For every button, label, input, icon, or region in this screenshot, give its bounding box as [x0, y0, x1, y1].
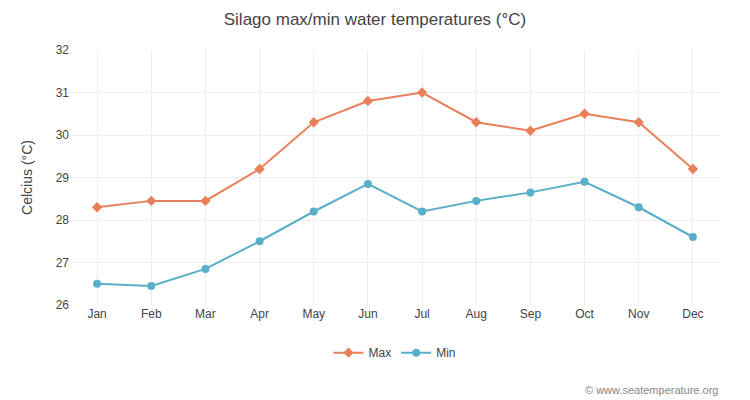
svg-text:Feb: Feb — [141, 307, 162, 321]
svg-text:Celcius (°C): Celcius (°C) — [19, 140, 35, 215]
svg-text:Dec: Dec — [682, 307, 703, 321]
svg-text:31: 31 — [56, 86, 70, 100]
svg-text:Oct: Oct — [575, 307, 594, 321]
svg-text:Aug: Aug — [466, 307, 487, 321]
svg-text:30: 30 — [56, 128, 70, 142]
svg-text:28: 28 — [56, 213, 70, 227]
svg-text:Max: Max — [369, 346, 392, 360]
svg-text:27: 27 — [56, 256, 70, 270]
svg-text:Nov: Nov — [628, 307, 649, 321]
svg-text:Jan: Jan — [87, 307, 106, 321]
svg-text:Sep: Sep — [520, 307, 542, 321]
svg-text:26: 26 — [56, 298, 70, 312]
svg-text:Jul: Jul — [414, 307, 429, 321]
svg-text:Apr: Apr — [250, 307, 269, 321]
svg-text:Silago max/min water temperatu: Silago max/min water temperatures (°C) — [224, 10, 527, 29]
svg-text:32: 32 — [56, 43, 70, 57]
svg-text:May: May — [302, 307, 325, 321]
svg-text:Min: Min — [436, 346, 455, 360]
svg-text:Mar: Mar — [195, 307, 216, 321]
svg-text:29: 29 — [56, 171, 70, 185]
svg-text:Jun: Jun — [358, 307, 377, 321]
svg-text:© www.seatemperature.org: © www.seatemperature.org — [585, 384, 718, 396]
